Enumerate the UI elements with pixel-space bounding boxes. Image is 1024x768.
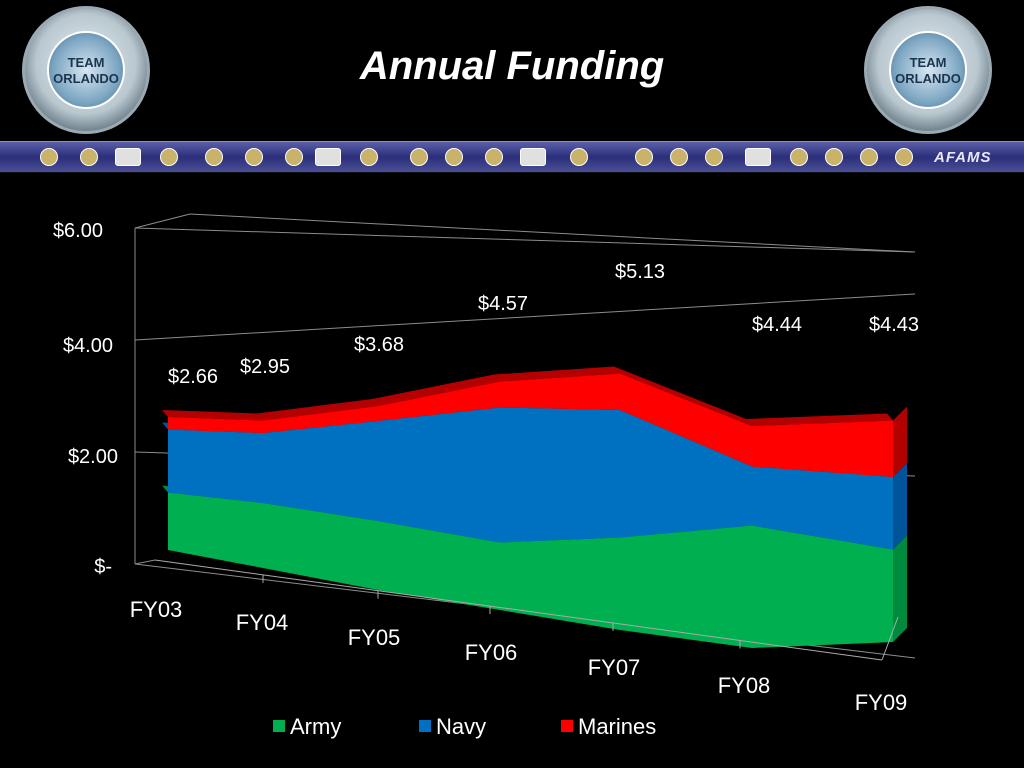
seal-text-line-2: ORLANDO: [895, 71, 961, 86]
legend-swatch-navy: [419, 720, 431, 732]
legend-swatch-army: [273, 720, 285, 732]
partner-logo-icon: [285, 148, 303, 166]
partner-logo-icon: [80, 148, 98, 166]
data-label-total: $2.66: [168, 366, 218, 388]
legend-label-navy: Navy: [436, 714, 486, 739]
legend-swatch-marines: [561, 720, 573, 732]
x-tick-label: FY08: [718, 673, 771, 698]
area-marines: [168, 373, 893, 477]
partner-logo-icon: [360, 148, 378, 166]
floor-edge: [134, 559, 156, 565]
partner-logo-icon: [410, 148, 428, 166]
partner-logo-icon: [860, 148, 878, 166]
partner-logo-icon: [670, 148, 688, 166]
area-navy: [168, 407, 893, 550]
x-tick-label: FY06: [465, 640, 518, 665]
x-axis-end: [881, 616, 899, 661]
seal-text-line-1: TEAM: [67, 55, 105, 70]
partner-logo-icon: [160, 148, 178, 166]
partner-logo-icon: [485, 148, 503, 166]
partner-logo-icon: [40, 148, 58, 166]
partner-logo-icon: [825, 148, 843, 166]
partner-logo-icon: [315, 148, 341, 166]
area-side-army: [893, 535, 907, 642]
legend-label-marines: Marines: [578, 714, 656, 739]
data-label-total: $5.13: [615, 261, 665, 283]
area-side-navy: [893, 463, 907, 550]
team-orlando-seal-right: TEAM ORLANDO: [864, 6, 992, 134]
x-tick-label: FY05: [348, 625, 401, 650]
x-axis-line: [154, 559, 883, 661]
x-tick-label: FY03: [130, 597, 183, 622]
seal-emblem: TEAM ORLANDO: [889, 31, 967, 109]
data-label-total: $4.43: [869, 314, 919, 336]
y-tick-label: $-: [94, 556, 112, 578]
data-label-total: $4.57: [478, 293, 528, 315]
partner-logo-icon: [635, 148, 653, 166]
chart-title: Annual Funding: [359, 44, 665, 88]
data-label-total: $4.44: [752, 314, 802, 336]
area-top-marines: [162, 366, 893, 426]
data-label-total: $2.95: [240, 356, 290, 378]
x-tick-label: FY07: [588, 655, 641, 680]
area-army: [168, 492, 893, 648]
partner-logo-icon: [895, 148, 913, 166]
y-tick-label: $6.00: [53, 220, 103, 242]
x-tick-label: FY04: [236, 610, 289, 635]
partner-logo-icon: [705, 148, 723, 166]
gridline: [134, 227, 916, 253]
seal-text-line-2: ORLANDO: [53, 71, 119, 86]
wall-edge: [134, 213, 191, 229]
team-orlando-seal-left: TEAM ORLANDO: [22, 6, 150, 134]
partner-logo-icon: [245, 148, 263, 166]
y-tick-label: $4.00: [63, 335, 113, 357]
partner-logo-icon: [115, 148, 141, 166]
y-tick-label: $2.00: [68, 446, 118, 468]
partner-logo-banner: AFAMS: [0, 141, 1024, 173]
partner-logo-icon: [445, 148, 463, 166]
data-label-total: $3.68: [354, 334, 404, 356]
legend-label-army: Army: [290, 714, 341, 739]
seal-emblem: TEAM ORLANDO: [47, 31, 125, 109]
partner-logo-icon: [745, 148, 771, 166]
seal-text-line-1: TEAM: [909, 55, 947, 70]
partner-logo-icon: [790, 148, 808, 166]
afams-logo: AFAMS: [934, 149, 992, 166]
gridline: [134, 293, 916, 341]
partner-logo-icon: [205, 148, 223, 166]
partner-logo-icon: [570, 148, 588, 166]
partner-logo-icon: [520, 148, 546, 166]
wall-edge: [189, 213, 916, 253]
x-tick-label: FY09: [855, 690, 908, 715]
area-side-marines: [893, 406, 907, 477]
